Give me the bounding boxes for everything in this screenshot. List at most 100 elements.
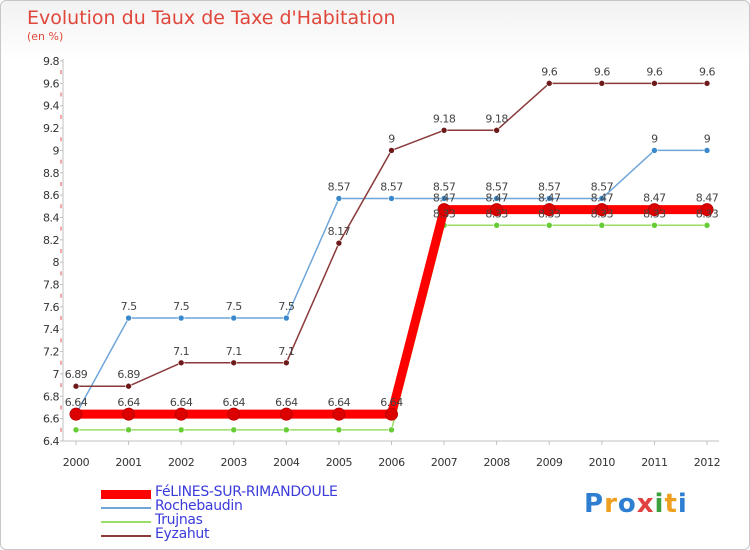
data-point: [545, 195, 553, 202]
logo-letter: x: [636, 489, 655, 519]
data-label: 7.1: [226, 345, 242, 358]
data-point: [440, 126, 448, 134]
data-point: [388, 426, 395, 434]
data-label: 7.1: [173, 345, 189, 358]
data-point: [388, 147, 395, 154]
data-point: [651, 147, 658, 154]
data-point: [230, 314, 238, 322]
data-point: [125, 426, 132, 434]
data-label: 6.64: [65, 396, 88, 409]
data-point: [283, 359, 290, 367]
chart-title: Evolution du Taux de Taxe d'Habitation: [27, 7, 396, 29]
data-point: [335, 426, 343, 434]
y-tick-label: 8: [53, 256, 60, 269]
data-label: 9.18: [433, 112, 456, 125]
y-tick-label: 7.8: [43, 279, 59, 292]
legend-swatch: [101, 535, 151, 537]
data-point: [335, 239, 343, 247]
legend-swatch: [101, 521, 151, 523]
data-label: 8.33: [591, 207, 614, 220]
data-point: [230, 426, 238, 434]
data-label: 6.64: [170, 396, 193, 409]
data-label: 6.64: [223, 396, 246, 409]
logo-letter: t: [664, 489, 678, 519]
data-label: 7.5: [121, 300, 137, 313]
series-lines: [69, 80, 714, 434]
logo-letter: r: [604, 489, 618, 519]
logo-letter: P: [584, 489, 605, 519]
data-label: 8.57: [485, 180, 508, 193]
data-label: 7.5: [278, 300, 294, 313]
data-label: 8.57: [538, 180, 561, 193]
data-point: [490, 203, 504, 217]
legend-label: Trujnas: [155, 512, 203, 528]
data-point: [595, 203, 609, 217]
data-point: [700, 203, 714, 217]
x-tick-label: 2005: [326, 456, 353, 469]
data-point: [177, 426, 185, 434]
data-point: [598, 195, 606, 202]
proxiti-logo: Proxiti: [584, 489, 688, 519]
data-label: 8.33: [696, 207, 719, 220]
y-tick-label: 8.6: [43, 189, 59, 202]
data-point: [651, 80, 658, 87]
data-point: [177, 359, 185, 367]
x-tick-label: 2001: [115, 456, 141, 469]
data-label: 9.6: [699, 65, 715, 78]
data-label: 7.1: [278, 345, 294, 358]
data-label: 8.47: [643, 192, 666, 205]
legend-label: FéLINES-SUR-RIMANDOULE: [155, 484, 338, 500]
data-point: [385, 407, 398, 421]
data-point: [493, 221, 500, 229]
data-point: [388, 195, 395, 202]
y-tick-label: 6.4: [43, 435, 59, 448]
data-label: 9: [388, 132, 395, 145]
data-point: [72, 382, 80, 390]
data-point: [69, 407, 83, 421]
data-label: 8.33: [538, 207, 561, 220]
data-point: [279, 407, 293, 421]
y-tick-label: 6.6: [43, 413, 59, 426]
data-point: [598, 221, 606, 229]
data-label: 7.5: [226, 300, 242, 313]
y-tick-label: 9.6: [43, 77, 59, 90]
data-label: 8.47: [538, 192, 561, 205]
data-label: 9.6: [594, 65, 610, 78]
x-tick-label: 2007: [431, 456, 458, 469]
y-tick-label: 7.6: [43, 301, 59, 314]
data-label: 8.57: [433, 180, 456, 193]
y-tick-label: 9: [53, 144, 60, 157]
data-point: [335, 195, 343, 202]
data-label: 8.17: [328, 225, 351, 238]
legend-swatch: [101, 489, 151, 499]
data-point: [125, 382, 132, 390]
series-f-lines-sur-rimandoule: [69, 203, 714, 421]
legend-swatch: [101, 507, 151, 509]
data-label: 8.47: [696, 192, 719, 205]
axes: 6.4 6.6 6.8 7 7.2 7.4 7.6 7.8 8 8.2 8.4 8.6 8.8 9 9.2 9…: [43, 55, 721, 469]
data-point: [493, 126, 500, 134]
data-point: [174, 407, 188, 421]
y-tick-label: 8.4: [43, 211, 59, 224]
data-label: 9: [704, 132, 711, 145]
data-point: [440, 195, 448, 202]
data-point: [437, 203, 451, 217]
x-tick-label: 2011: [641, 456, 667, 469]
data-label: 8.47: [485, 192, 508, 205]
data-label: 8.57: [328, 180, 351, 193]
data-label: 7.5: [173, 300, 189, 313]
data-point: [283, 426, 290, 434]
series-eyzahut: [72, 80, 711, 390]
legend-label: Eyzahut: [155, 526, 210, 542]
y-tick-label: 9.8: [43, 55, 59, 68]
x-tick-label: 2002: [168, 456, 194, 469]
logo-letter: i: [677, 489, 688, 519]
series-line: [75, 82, 708, 387]
data-point: [703, 80, 711, 87]
data-point: [545, 80, 553, 87]
data-point: [647, 203, 661, 217]
data-point: [72, 426, 80, 434]
data-label: 9.18: [485, 112, 508, 125]
